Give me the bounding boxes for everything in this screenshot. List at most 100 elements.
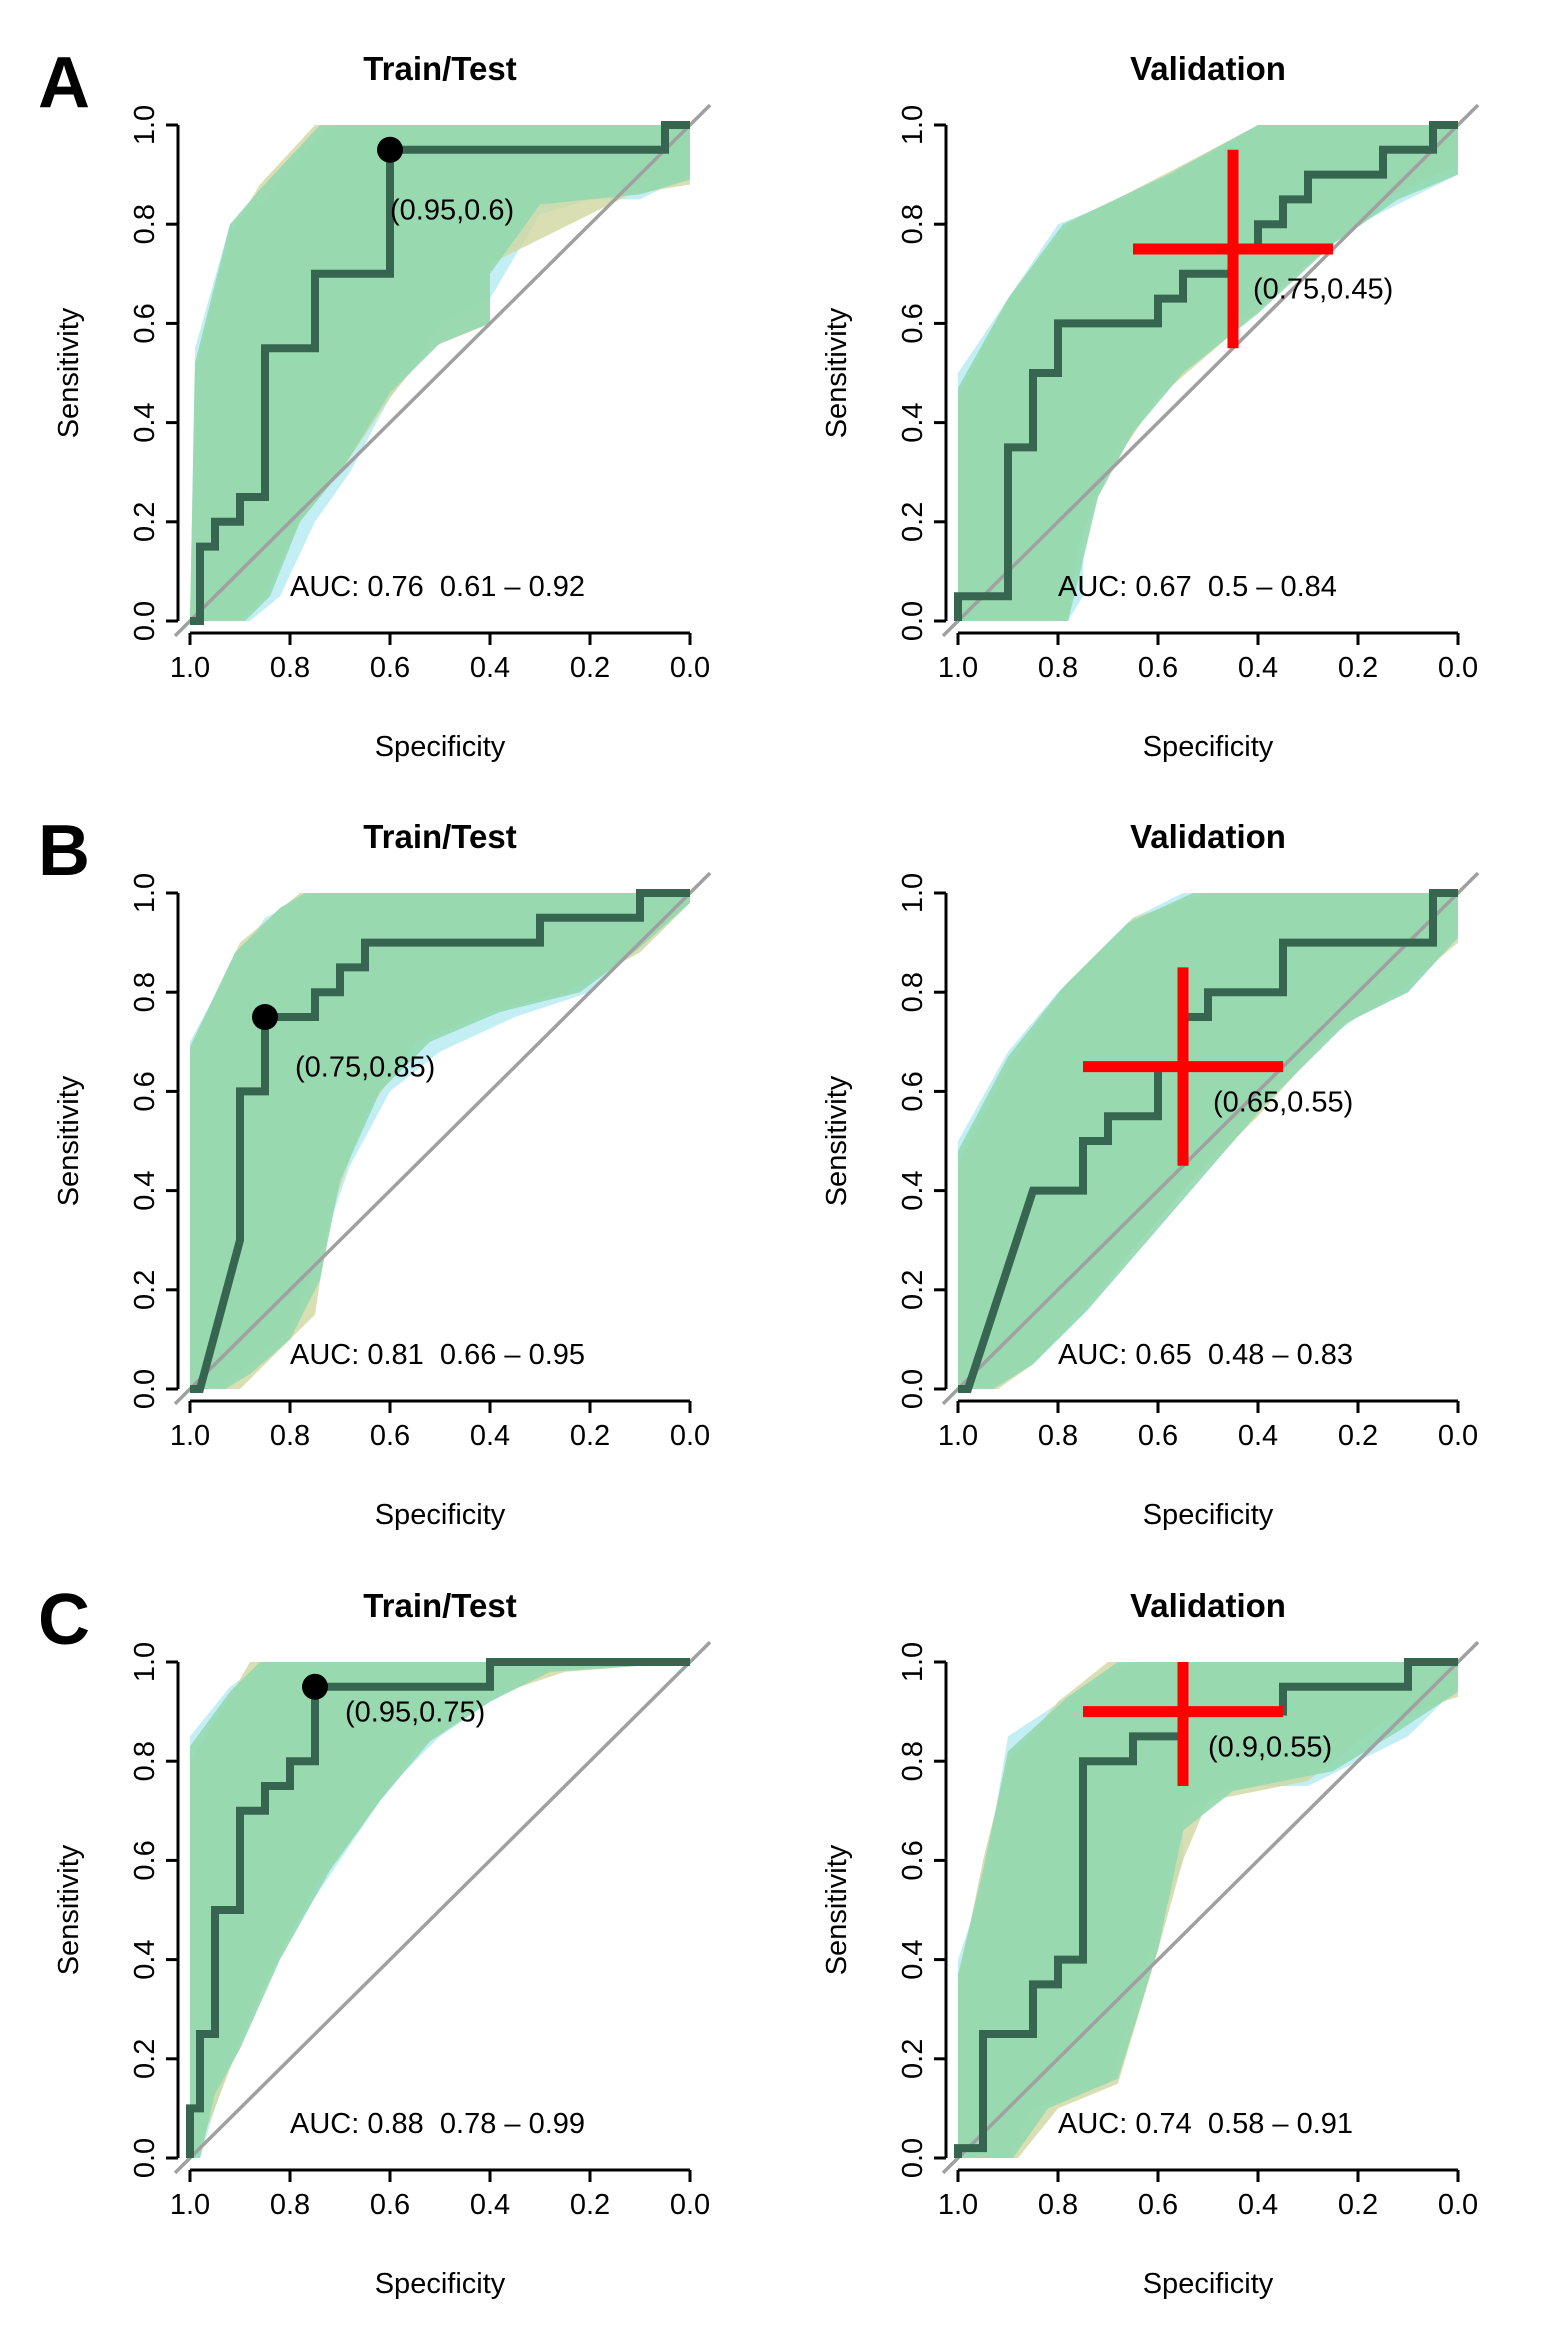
auc-label: AUC: 0.88 0.78 – 0.99	[290, 2108, 585, 2140]
y-tick-label: 0.4	[897, 1170, 929, 1210]
y-tick-label: 0.8	[129, 204, 161, 244]
x-tick-label: 0.8	[1038, 652, 1078, 684]
roc-curve	[954, 1658, 1458, 2158]
y-tick-label: 0.4	[129, 1170, 161, 1210]
plot-title: Validation	[1130, 1587, 1286, 1624]
x-tick-label: 0.2	[1338, 2189, 1378, 2221]
panel-label: C	[38, 1580, 90, 1660]
x-tick-label: 1.0	[938, 1420, 978, 1452]
threshold-point	[252, 1004, 278, 1030]
y-tick-label: 0.2	[129, 1270, 161, 1310]
auc-label: AUC: 0.65 0.48 – 0.83	[1058, 1339, 1353, 1371]
y-tick-label: 0.4	[129, 402, 161, 442]
x-tick-label: 0.0	[1438, 2189, 1478, 2221]
ci-band-green	[190, 1662, 690, 2158]
x-tick-label: 0.0	[670, 1420, 710, 1452]
y-tick-label: 1.0	[897, 1642, 929, 1682]
x-tick-label: 0.8	[1038, 2189, 1078, 2221]
y-axis-label: Sensitivity	[53, 1075, 85, 1206]
x-axis-label: Specificity	[375, 2268, 506, 2300]
y-tick-label: 0.2	[897, 2039, 929, 2079]
x-tick-label: 0.4	[1238, 2189, 1278, 2221]
roc-curve	[186, 1658, 690, 2158]
diagonal-reference-line	[941, 1640, 1480, 2175]
y-tick-label: 0.2	[129, 2039, 161, 2079]
auc-label: AUC: 0.67 0.5 – 0.84	[1058, 571, 1337, 603]
y-tick-label: 0.8	[129, 972, 161, 1012]
x-tick-label: 0.2	[570, 2189, 610, 2221]
threshold-point	[302, 1673, 328, 1700]
x-axis-label: Specificity	[1143, 1499, 1274, 1531]
threshold-label: (0.95,0.6)	[390, 194, 514, 226]
plot-title: Validation	[1130, 818, 1286, 855]
y-tick-label: 0.0	[897, 601, 929, 641]
roc-panel-5: C Train/Test (0.95,0.75) AUC: 0.88 0.78 – 0…	[38, 1580, 712, 2300]
y-tick-label: 0.6	[129, 303, 161, 343]
x-tick-label: 0.2	[1338, 652, 1378, 684]
auc-label: AUC: 0.74 0.58 – 0.91	[1058, 2108, 1353, 2140]
y-tick-label: 0.0	[129, 1369, 161, 1409]
threshold-label: (0.95,0.75)	[345, 1697, 485, 1729]
x-tick-label: 0.8	[270, 2189, 310, 2221]
y-tick-label: 0.6	[897, 303, 929, 343]
plot-title: Train/Test	[363, 50, 516, 87]
x-tick-label: 0.6	[370, 652, 410, 684]
x-tick-label: 1.0	[938, 652, 978, 684]
y-axis-label: Sensitivity	[821, 1844, 853, 1975]
x-tick-label: 0.6	[1138, 2189, 1178, 2221]
y-tick-label: 0.4	[897, 402, 929, 442]
x-tick-label: 0.0	[1438, 652, 1478, 684]
x-tick-label: 1.0	[170, 652, 210, 684]
x-tick-label: 1.0	[170, 2189, 210, 2221]
y-tick-label: 1.0	[129, 1642, 161, 1682]
x-axis-label: Specificity	[375, 1499, 506, 1531]
y-tick-label: 0.8	[897, 1741, 929, 1781]
roc-panel-6: Validation (0.9,0.55) AUC: 0.74 0.58 – 0.9…	[821, 1587, 1480, 2300]
x-tick-label: 0.6	[1138, 1420, 1178, 1452]
roc-panel-3: B Train/Test (0.75,0.85) AUC: 0.81 0.66 – 0…	[38, 811, 712, 1531]
threshold-label: (0.75,0.85)	[295, 1052, 435, 1084]
panel-label: B	[38, 811, 90, 891]
x-tick-label: 0.0	[670, 2189, 710, 2221]
y-tick-label: 0.4	[897, 1939, 929, 1979]
threshold-label: (0.75,0.45)	[1253, 274, 1393, 306]
y-tick-label: 0.0	[897, 2138, 929, 2178]
roc-panel-1: A Train/Test (0.95,0.6) AUC: 0.76 0.61 – 0.…	[38, 43, 712, 763]
y-axis-label: Sensitivity	[53, 307, 85, 438]
auc-label: AUC: 0.76 0.61 – 0.92	[290, 571, 585, 603]
diagonal-reference-line	[173, 871, 712, 1406]
roc-panel-2: Validation (0.75,0.45) AUC: 0.67 0.5 – 0.8…	[821, 50, 1480, 763]
y-tick-label: 0.6	[129, 1071, 161, 1111]
y-axis-label: Sensitivity	[53, 1844, 85, 1975]
x-tick-label: 0.8	[270, 652, 310, 684]
y-tick-label: 0.6	[129, 1840, 161, 1880]
y-tick-label: 0.2	[897, 502, 929, 542]
y-tick-label: 0.6	[897, 1840, 929, 1880]
x-tick-label: 0.0	[1438, 1420, 1478, 1452]
diagonal-reference-line	[173, 103, 712, 638]
plot-title: Validation	[1130, 50, 1286, 87]
auc-label: AUC: 0.81 0.66 – 0.95	[290, 1339, 585, 1371]
x-tick-label: 0.2	[570, 1420, 610, 1452]
plot-title: Train/Test	[363, 1587, 516, 1624]
y-tick-label: 0.0	[129, 2138, 161, 2178]
roc-curve	[190, 889, 690, 1393]
y-tick-label: 0.8	[129, 1741, 161, 1781]
diagonal-reference-line	[173, 1640, 712, 2175]
x-axis-label: Specificity	[1143, 731, 1274, 763]
x-tick-label: 0.2	[570, 652, 610, 684]
y-tick-label: 1.0	[129, 873, 161, 913]
threshold-label: (0.65,0.55)	[1213, 1086, 1353, 1118]
y-tick-label: 1.0	[897, 105, 929, 145]
diagonal-reference-line	[941, 871, 1480, 1406]
x-tick-label: 0.2	[1338, 1420, 1378, 1452]
x-tick-label: 0.8	[1038, 1420, 1078, 1452]
y-tick-label: 0.8	[897, 972, 929, 1012]
y-tick-label: 0.2	[897, 1270, 929, 1310]
x-tick-label: 0.6	[370, 1420, 410, 1452]
y-axis-label: Sensitivity	[821, 307, 853, 438]
y-tick-label: 0.4	[129, 1939, 161, 1979]
x-axis-label: Specificity	[1143, 2268, 1274, 2300]
x-tick-label: 0.6	[370, 2189, 410, 2221]
